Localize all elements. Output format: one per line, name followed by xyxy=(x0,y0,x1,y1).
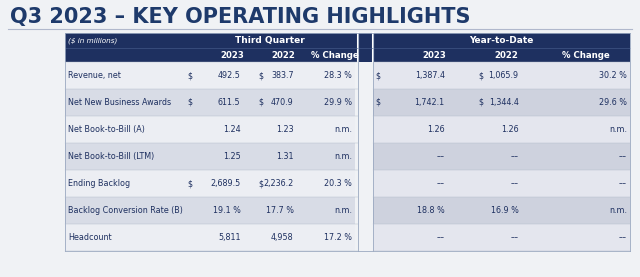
Text: Net New Business Awards: Net New Business Awards xyxy=(68,98,171,107)
Text: 28.3 %: 28.3 % xyxy=(324,71,352,80)
Text: Net Book-to-Bill (A): Net Book-to-Bill (A) xyxy=(68,125,145,134)
Bar xyxy=(373,170,630,197)
Text: 1.26: 1.26 xyxy=(501,125,518,134)
Text: Headcount: Headcount xyxy=(68,233,111,242)
Text: $: $ xyxy=(375,98,380,107)
Text: 1,387.4: 1,387.4 xyxy=(415,71,445,80)
Bar xyxy=(65,170,355,197)
Text: ––: –– xyxy=(511,179,518,188)
Text: ($ in millions): ($ in millions) xyxy=(68,37,117,44)
Text: n.m.: n.m. xyxy=(609,206,627,215)
Text: 29.6 %: 29.6 % xyxy=(599,98,627,107)
Text: ––: –– xyxy=(619,179,627,188)
Text: 492.5: 492.5 xyxy=(218,71,241,80)
Text: 4,958: 4,958 xyxy=(271,233,294,242)
Text: n.m.: n.m. xyxy=(334,125,352,134)
Text: Ending Backlog: Ending Backlog xyxy=(68,179,130,188)
Bar xyxy=(373,197,630,224)
Text: $: $ xyxy=(187,98,192,107)
Bar xyxy=(65,33,630,48)
Text: Backlog Conversion Rate (B): Backlog Conversion Rate (B) xyxy=(68,206,183,215)
Text: % Change: % Change xyxy=(563,50,610,60)
Text: 18.8 %: 18.8 % xyxy=(417,206,445,215)
Bar xyxy=(65,224,355,251)
Text: n.m.: n.m. xyxy=(334,206,352,215)
Text: 17.2 %: 17.2 % xyxy=(324,233,352,242)
Text: $: $ xyxy=(375,71,380,80)
Text: $: $ xyxy=(478,71,483,80)
Text: 1.31: 1.31 xyxy=(276,152,294,161)
Text: 1.25: 1.25 xyxy=(223,152,241,161)
Text: $: $ xyxy=(258,98,263,107)
Text: Year-to-Date: Year-to-Date xyxy=(469,36,534,45)
Text: 2022: 2022 xyxy=(271,50,296,60)
Bar xyxy=(373,89,630,116)
Text: n.m.: n.m. xyxy=(609,125,627,134)
Bar xyxy=(65,143,355,170)
Bar xyxy=(65,62,355,89)
Text: 1.24: 1.24 xyxy=(223,125,241,134)
Bar xyxy=(373,62,630,89)
Text: 1,065.9: 1,065.9 xyxy=(488,71,518,80)
Text: 383.7: 383.7 xyxy=(271,71,294,80)
Bar xyxy=(65,48,630,62)
Text: 1.26: 1.26 xyxy=(427,125,445,134)
Text: Q3 2023 – KEY OPERATING HIGHLIGHTS: Q3 2023 – KEY OPERATING HIGHLIGHTS xyxy=(10,7,470,27)
Text: ––: –– xyxy=(619,152,627,161)
Bar xyxy=(65,116,355,143)
Text: 2023: 2023 xyxy=(221,50,244,60)
Text: n.m.: n.m. xyxy=(334,152,352,161)
Text: 29.9 %: 29.9 % xyxy=(324,98,352,107)
Bar xyxy=(373,143,630,170)
Text: $: $ xyxy=(258,71,263,80)
Text: ––: –– xyxy=(511,152,518,161)
Text: Revenue, net: Revenue, net xyxy=(68,71,121,80)
Text: 1.23: 1.23 xyxy=(276,125,294,134)
Text: $: $ xyxy=(187,71,192,80)
Bar xyxy=(65,89,355,116)
Text: 19.1 %: 19.1 % xyxy=(212,206,241,215)
Text: 2023: 2023 xyxy=(423,50,447,60)
Text: ––: –– xyxy=(619,233,627,242)
Text: 5,811: 5,811 xyxy=(218,233,241,242)
Text: 30.2 %: 30.2 % xyxy=(599,71,627,80)
Text: % Change: % Change xyxy=(311,50,358,60)
Text: 2,689.5: 2,689.5 xyxy=(211,179,241,188)
Bar xyxy=(373,224,630,251)
Text: 16.9 %: 16.9 % xyxy=(491,206,518,215)
Text: ––: –– xyxy=(436,152,445,161)
Text: Third Quarter: Third Quarter xyxy=(235,36,305,45)
Text: 611.5: 611.5 xyxy=(218,98,241,107)
Text: 17.7 %: 17.7 % xyxy=(266,206,294,215)
Text: ––: –– xyxy=(436,233,445,242)
Text: $: $ xyxy=(258,179,263,188)
Bar xyxy=(65,197,355,224)
Text: $: $ xyxy=(478,98,483,107)
Text: 470.9: 470.9 xyxy=(271,98,294,107)
Text: 20.3 %: 20.3 % xyxy=(324,179,352,188)
Text: Net Book-to-Bill (LTM): Net Book-to-Bill (LTM) xyxy=(68,152,154,161)
Text: 2022: 2022 xyxy=(495,50,518,60)
Text: ––: –– xyxy=(436,179,445,188)
Text: $: $ xyxy=(187,179,192,188)
Bar xyxy=(373,116,630,143)
Text: 1,742.1: 1,742.1 xyxy=(415,98,445,107)
Text: 1,344.4: 1,344.4 xyxy=(489,98,518,107)
Text: ––: –– xyxy=(511,233,518,242)
Text: 2,236.2: 2,236.2 xyxy=(263,179,294,188)
